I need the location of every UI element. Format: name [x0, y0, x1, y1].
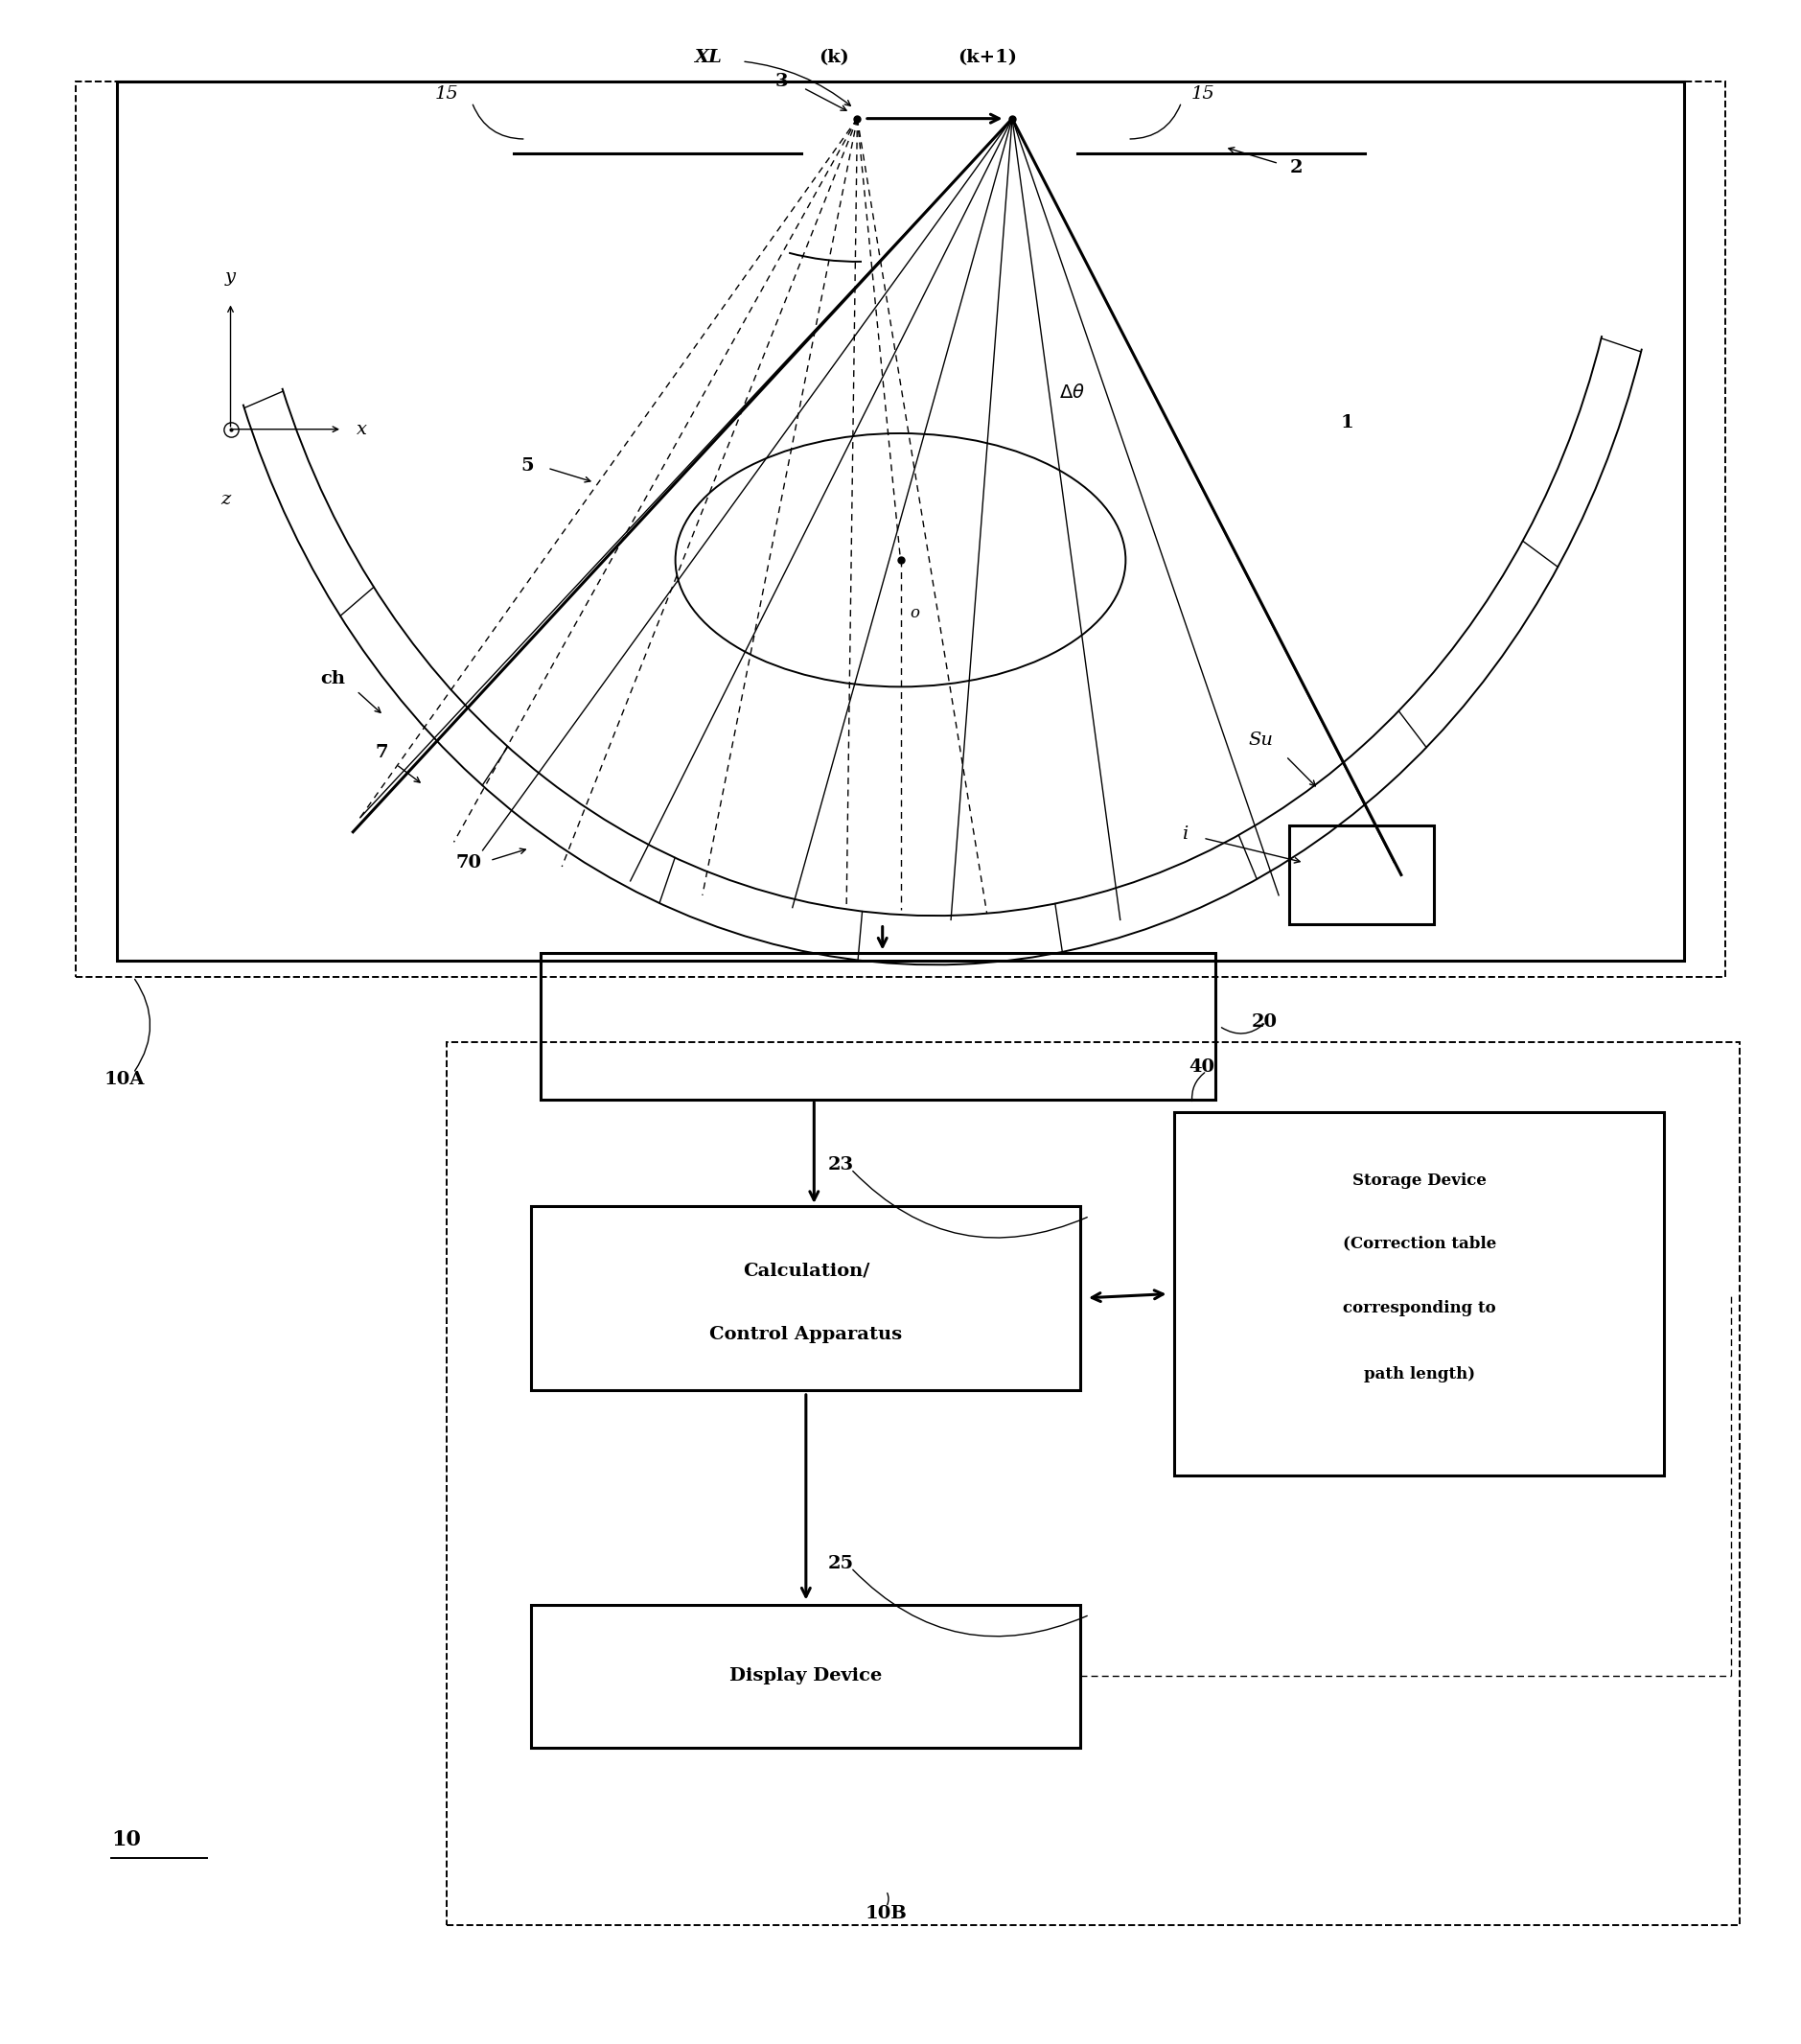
Bar	[540, 953, 1216, 1100]
Text: z: z	[220, 491, 231, 507]
Text: ch: ch	[321, 670, 346, 687]
Text: (Correction table: (Correction table	[1342, 1235, 1497, 1251]
Text: 10B: 10B	[864, 1905, 908, 1921]
Bar	[1290, 826, 1434, 924]
Text: x: x	[357, 421, 367, 437]
Text: Storage Device: Storage Device	[1353, 1173, 1486, 1190]
Bar	[76, 82, 1725, 977]
Bar	[1174, 1112, 1664, 1476]
Text: 15: 15	[1190, 86, 1216, 102]
Text: 1: 1	[1340, 415, 1354, 431]
Text: 10A: 10A	[104, 1071, 146, 1087]
Text: Su: Su	[1248, 732, 1273, 748]
Text: o: o	[910, 605, 920, 621]
Text: 7: 7	[375, 744, 389, 760]
Text: 40: 40	[1189, 1059, 1214, 1075]
Text: $\Delta\theta$: $\Delta\theta$	[1059, 384, 1084, 401]
Text: 20: 20	[1252, 1014, 1277, 1030]
Text: 15: 15	[434, 86, 459, 102]
Bar	[531, 1206, 1081, 1390]
Text: 70: 70	[456, 854, 481, 871]
Bar	[531, 1605, 1081, 1748]
Bar	[447, 1042, 1740, 1925]
Text: Control Apparatus: Control Apparatus	[710, 1327, 902, 1343]
Text: y: y	[225, 270, 236, 286]
Text: Calculation/: Calculation/	[742, 1261, 870, 1280]
Text: 25: 25	[828, 1555, 854, 1572]
Text: Display Device: Display Device	[729, 1668, 882, 1684]
Text: 2: 2	[1290, 159, 1304, 176]
Text: (k+1): (k+1)	[958, 49, 1016, 65]
Text: i: i	[1181, 826, 1189, 842]
Bar	[117, 82, 1684, 961]
Text: 3: 3	[774, 74, 789, 90]
Text: corresponding to: corresponding to	[1344, 1300, 1495, 1316]
Text: 10: 10	[112, 1829, 140, 1850]
Text: 5: 5	[520, 458, 535, 474]
Text: path length): path length)	[1363, 1365, 1475, 1382]
Text: (k): (k)	[819, 49, 848, 65]
Text: XL: XL	[693, 49, 722, 65]
Text: 23: 23	[828, 1157, 854, 1173]
